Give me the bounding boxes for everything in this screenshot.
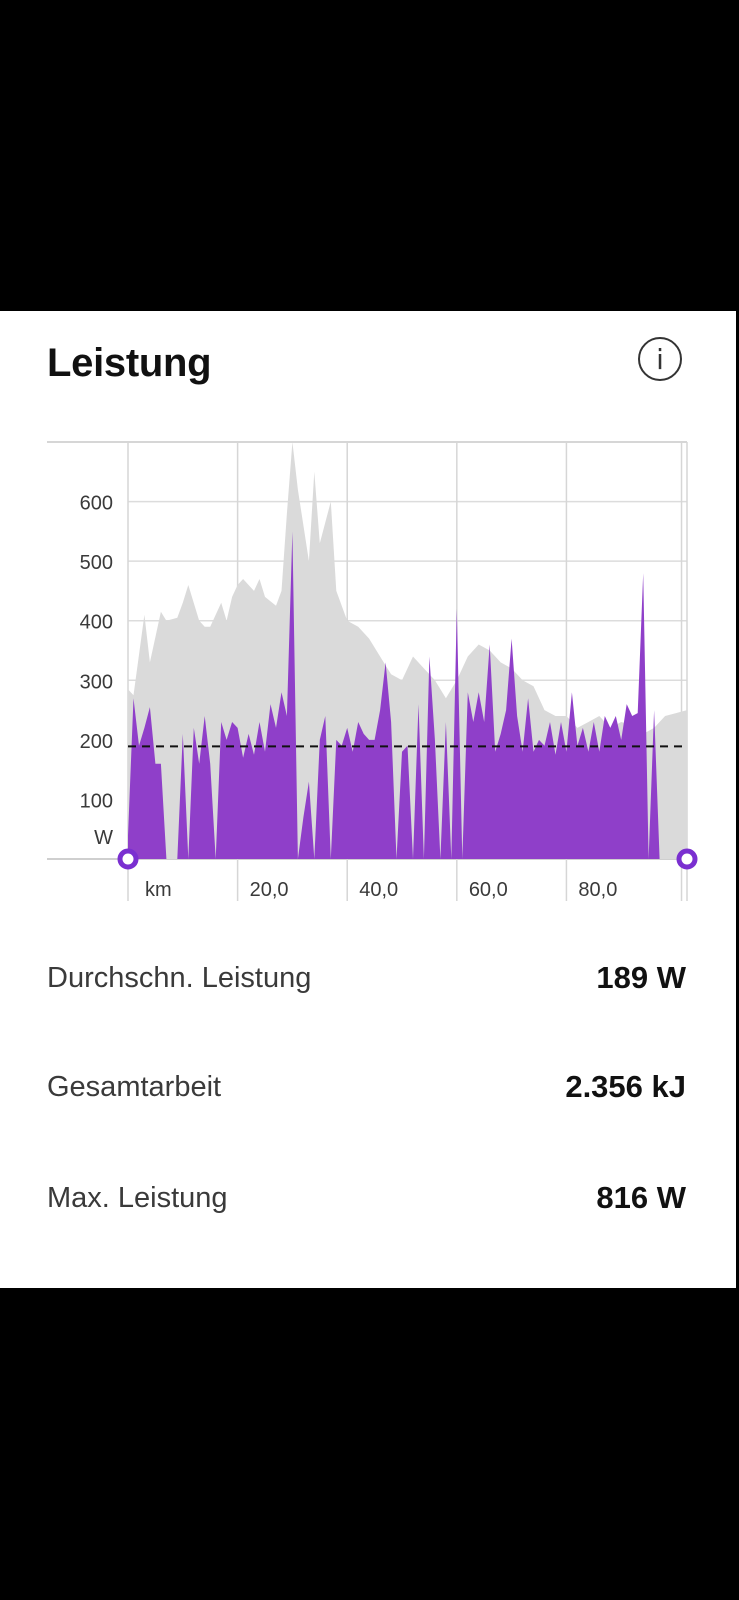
y-tick-label: 600 [80, 493, 113, 515]
y-tick-labels: 100 200 300 400 500 600 [80, 493, 113, 813]
range-end-handle[interactable] [676, 848, 698, 870]
y-tick-label: 300 [80, 671, 113, 693]
card-title: Leistung [47, 341, 212, 385]
y-tick-label: 400 [80, 612, 113, 634]
x-tick-label: 60,0 [469, 879, 508, 901]
power-chart: 100 200 300 400 500 600 20,0 40,0 60,0 80,0 W km [47, 441, 698, 901]
stat-value-avg-power: 189 W [596, 960, 686, 995]
stat-label-max-power: Max. Leistung [47, 1182, 228, 1214]
x-tick-label: 20,0 [250, 879, 289, 901]
stat-label-total-work: Gesamtarbeit [47, 1071, 222, 1103]
x-tick-label: 80,0 [578, 879, 617, 901]
y-tick-label: 200 [80, 731, 113, 753]
power-card: Leistung i 100 200 300 400 500 600 20,0 40,0 60… [0, 311, 736, 1288]
y-tick-label: 100 [80, 790, 113, 812]
stat-label-avg-power: Durchschn. Leistung [47, 962, 312, 994]
x-axis-unit-label: km [145, 879, 172, 901]
stat-value-total-work: 2.356 kJ [565, 1069, 686, 1104]
info-icon[interactable]: i [638, 337, 682, 381]
stat-value-max-power: 816 W [596, 1180, 686, 1215]
x-tick-label: 40,0 [359, 879, 398, 901]
y-axis-unit-label: W [94, 827, 113, 849]
x-tick-labels: 20,0 40,0 60,0 80,0 [250, 879, 618, 901]
power-area [128, 531, 687, 859]
range-start-handle[interactable] [117, 848, 139, 870]
y-tick-label: 500 [80, 552, 113, 574]
